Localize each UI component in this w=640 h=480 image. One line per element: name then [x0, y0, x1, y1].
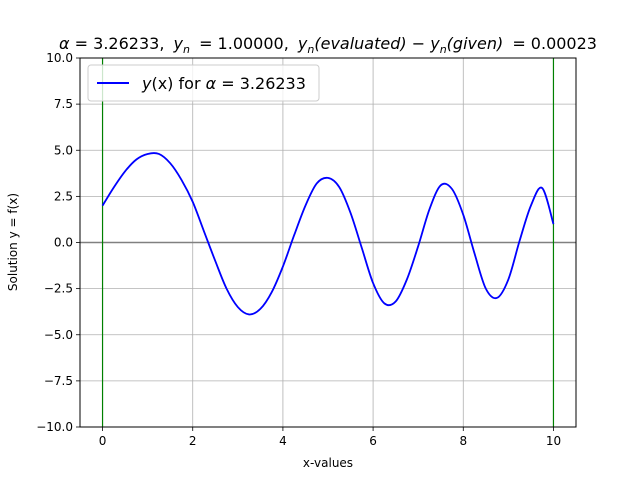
title-diff-left-sub: n — [307, 43, 314, 56]
y-tick-label: 2.5 — [54, 189, 73, 203]
x-ticks: 0 2 4 6 8 10 — [99, 427, 561, 448]
y-tick-label: 5.0 — [54, 143, 73, 157]
legend-value: = 3.26233 — [221, 74, 306, 93]
legend-func: y — [141, 74, 152, 93]
x-tick-label: 2 — [189, 434, 197, 448]
title-yn-sub: n — [183, 43, 190, 56]
y-tick-label: 0.0 — [54, 236, 73, 250]
title-yn: y — [173, 34, 184, 53]
legend-label: y(x) for α = 3.26233 — [141, 74, 306, 93]
x-tick-label: 8 — [459, 434, 467, 448]
title-diff-right: y — [429, 34, 440, 53]
title-diff-left-arg: (evaluated) — [314, 34, 406, 53]
legend-for: for — [179, 74, 201, 93]
legend: y(x) for α = 3.26233 — [87, 64, 320, 102]
title-diff-left: y — [297, 34, 308, 53]
y-axis-label: Solution y = f(x) — [6, 193, 20, 291]
chart-title: α = 3.26233, yn = 1.00000, yn(evaluated)… — [59, 34, 597, 57]
series-layer — [101, 152, 555, 316]
x-tick-label: 10 — [546, 434, 561, 448]
x-axis-label: x-values — [303, 456, 353, 470]
y-tick-label: −5.0 — [44, 328, 73, 342]
x-tick-label: 0 — [99, 434, 107, 448]
y-ticks: −10.0 −7.5 −5.0 −2.5 0.0 2.5 5.0 7.5 10.0 — [36, 51, 80, 434]
legend-arg: (x) — [151, 74, 173, 93]
y-tick-label: −10.0 — [36, 420, 73, 434]
title-diff-value: = 0.00023 — [512, 34, 597, 53]
legend-alpha: α — [206, 74, 217, 93]
y-tick-label: −2.5 — [44, 282, 73, 296]
title-alpha-value: = 3.26233, — [75, 34, 165, 53]
y-tick-label: 7.5 — [54, 97, 73, 111]
title-alpha: α — [59, 34, 70, 53]
title-minus: − — [412, 34, 431, 53]
title-yn-value: = 1.00000, — [199, 34, 289, 53]
y-tick-label: 10.0 — [46, 51, 73, 65]
series-line — [101, 152, 555, 316]
title-diff-right-sub: n — [440, 43, 447, 56]
reference-lines — [80, 58, 576, 427]
legend-box — [87, 64, 320, 102]
x-tick-label: 4 — [279, 434, 287, 448]
title-diff-right-arg: (given) — [447, 34, 504, 53]
x-tick-label: 6 — [369, 434, 377, 448]
y-tick-label: −7.5 — [44, 374, 73, 388]
